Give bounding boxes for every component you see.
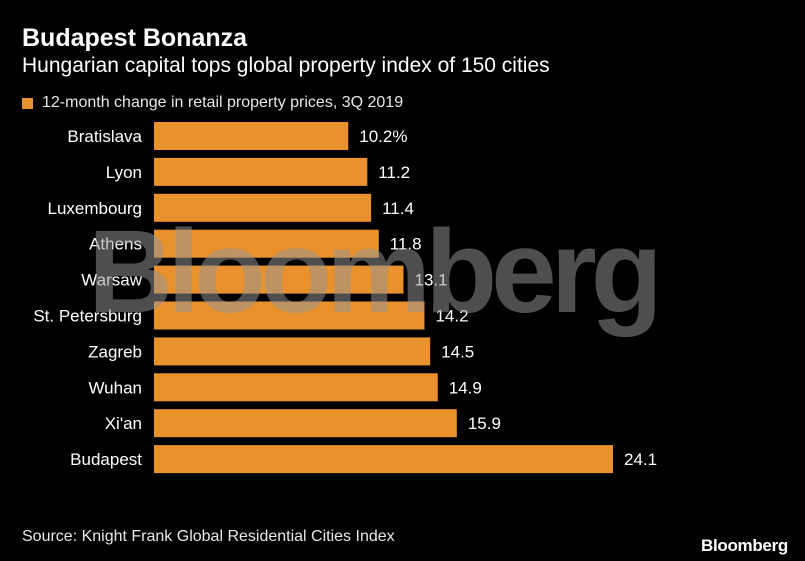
- bar: [154, 229, 379, 258]
- bar: [154, 373, 438, 402]
- value-label: 14.9: [449, 378, 482, 397]
- chart-title: Budapest Bonanza: [22, 24, 248, 52]
- category-label: Wuhan: [88, 378, 142, 397]
- value-label: 10.2%: [359, 127, 407, 146]
- category-label: Luxembourg: [47, 199, 142, 218]
- bar: [154, 445, 613, 474]
- category-label: Athens: [89, 235, 142, 254]
- legend: 12-month change in retail property price…: [22, 94, 403, 112]
- value-label: 11.4: [382, 199, 414, 218]
- bar: [154, 337, 431, 366]
- value-label: 24.1: [624, 450, 657, 469]
- value-label: 11.8: [390, 235, 422, 254]
- bar: [154, 301, 425, 330]
- bar: [154, 122, 349, 150]
- category-label: Warsaw: [81, 271, 142, 290]
- bar: [154, 193, 372, 222]
- category-label: Bratislava: [67, 127, 142, 146]
- bar: [154, 409, 457, 438]
- value-label: 11.2: [378, 163, 410, 182]
- source-note: Source: Knight Frank Global Residential …: [22, 528, 395, 545]
- bar: [154, 265, 404, 294]
- category-label: St. Petersburg: [33, 307, 142, 326]
- value-label: 14.2: [435, 307, 468, 326]
- category-label: Budapest: [70, 450, 142, 469]
- brand-logo: Bloomberg: [700, 536, 788, 555]
- value-label: 15.9: [468, 414, 501, 433]
- legend-label: 12-month change in retail property price…: [42, 94, 404, 111]
- value-label: 13.1: [414, 271, 447, 290]
- category-label: Lyon: [106, 163, 142, 182]
- category-label: Xi'an: [105, 414, 142, 433]
- bar: [154, 157, 368, 186]
- chart-subtitle: Hungarian capital tops global property i…: [22, 54, 550, 77]
- value-label: 14.5: [441, 342, 474, 361]
- legend-swatch: [22, 97, 33, 109]
- category-label: Zagreb: [88, 342, 142, 361]
